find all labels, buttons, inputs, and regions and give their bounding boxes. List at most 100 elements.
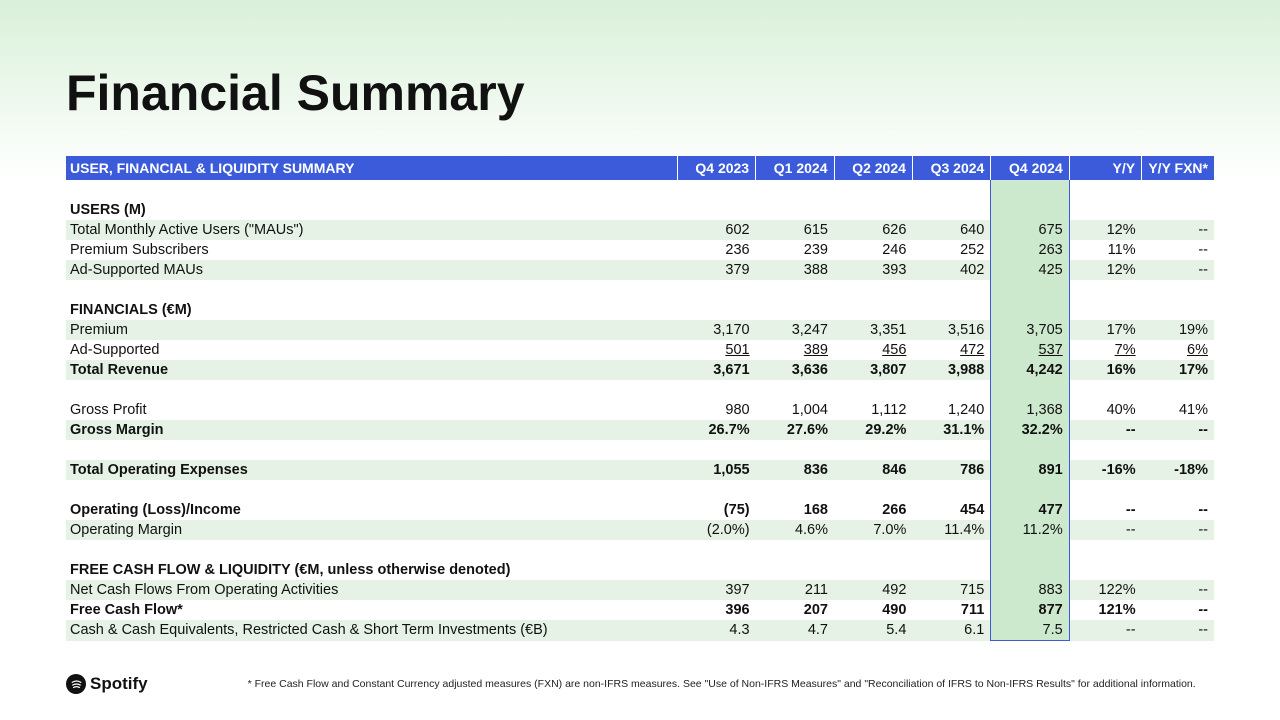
cell: 16% [1069, 360, 1141, 380]
table-row [66, 280, 1214, 300]
cell: 3,516 [912, 320, 990, 340]
cell: 396 [677, 600, 755, 620]
cell: 6% [1142, 340, 1214, 360]
cell [834, 380, 912, 400]
cell: -- [1142, 580, 1214, 600]
table-row: Total Monthly Active Users ("MAUs")60261… [66, 220, 1214, 240]
cell: 4.3 [677, 620, 755, 641]
cell [677, 560, 755, 580]
cell [756, 200, 834, 220]
cell: 397 [677, 580, 755, 600]
row-label: Net Cash Flows From Operating Activities [66, 580, 677, 600]
col-q4-2024: Q4 2024 [991, 156, 1069, 180]
cell: 836 [756, 460, 834, 480]
cell: 211 [756, 580, 834, 600]
cell: 490 [834, 600, 912, 620]
cell: -16% [1069, 460, 1141, 480]
cell [756, 480, 834, 500]
cell: 846 [834, 460, 912, 480]
header-main: USER, FINANCIAL & LIQUIDITY SUMMARY [66, 156, 677, 180]
footer: Spotify * Free Cash Flow and Constant Cu… [66, 674, 1240, 694]
cell: -18% [1142, 460, 1214, 480]
cell: 4.6% [756, 520, 834, 540]
cell: -- [1069, 520, 1141, 540]
cell: 477 [991, 500, 1069, 520]
cell [1069, 540, 1141, 560]
cell: 239 [756, 240, 834, 260]
financial-table: USER, FINANCIAL & LIQUIDITY SUMMARY Q4 2… [66, 156, 1214, 641]
cell: 40% [1069, 400, 1141, 420]
row-label: Ad-Supported MAUs [66, 260, 677, 280]
cell [756, 440, 834, 460]
cell [756, 280, 834, 300]
table-row: Free Cash Flow*396207490711877121%-- [66, 600, 1214, 620]
cell [756, 560, 834, 580]
cell: 168 [756, 500, 834, 520]
table-row: Premium3,1703,2473,3513,5163,70517%19% [66, 320, 1214, 340]
cell: 640 [912, 220, 990, 240]
cell [912, 560, 990, 580]
cell: 4,242 [991, 360, 1069, 380]
cell [991, 380, 1069, 400]
row-label: Total Monthly Active Users ("MAUs") [66, 220, 677, 240]
row-label [66, 480, 677, 500]
col-q4-2023: Q4 2023 [677, 156, 755, 180]
cell [912, 380, 990, 400]
cell [1069, 560, 1141, 580]
cell: 1,368 [991, 400, 1069, 420]
cell: 19% [1142, 320, 1214, 340]
row-label: FINANCIALS (€M) [66, 300, 677, 320]
cell [677, 540, 755, 560]
table-row [66, 480, 1214, 500]
row-label: FREE CASH FLOW & LIQUIDITY (€M, unless o… [66, 560, 677, 580]
cell [756, 180, 834, 200]
cell: 379 [677, 260, 755, 280]
cell: 11% [1069, 240, 1141, 260]
cell: -- [1142, 240, 1214, 260]
table-row: Ad-Supported MAUs37938839340242512%-- [66, 260, 1214, 280]
cell [834, 280, 912, 300]
cell [756, 380, 834, 400]
cell: (2.0%) [677, 520, 755, 540]
cell: 17% [1142, 360, 1214, 380]
cell [1069, 440, 1141, 460]
cell: -- [1142, 500, 1214, 520]
spotify-logo: Spotify [66, 674, 148, 694]
cell: 715 [912, 580, 990, 600]
cell: 12% [1069, 220, 1141, 240]
cell: 7% [1069, 340, 1141, 360]
cell: 492 [834, 580, 912, 600]
table-row: Gross Margin26.7%27.6%29.2%31.1%32.2%---… [66, 420, 1214, 440]
cell [1142, 380, 1214, 400]
cell: 3,636 [756, 360, 834, 380]
cell: 266 [834, 500, 912, 520]
cell [991, 300, 1069, 320]
row-label [66, 380, 677, 400]
row-label: Total Operating Expenses [66, 460, 677, 480]
cell: -- [1142, 620, 1214, 641]
row-label: Premium Subscribers [66, 240, 677, 260]
cell [677, 300, 755, 320]
cell: 6.1 [912, 620, 990, 641]
table-row: Ad-Supported5013894564725377%6% [66, 340, 1214, 360]
cell: (75) [677, 500, 755, 520]
cell: 472 [912, 340, 990, 360]
cell [677, 200, 755, 220]
cell [991, 540, 1069, 560]
cell [756, 300, 834, 320]
cell: 1,004 [756, 400, 834, 420]
cell: 122% [1069, 580, 1141, 600]
cell [1142, 180, 1214, 200]
row-label: Operating (Loss)/Income [66, 500, 677, 520]
cell [912, 280, 990, 300]
row-label: Cash & Cash Equivalents, Restricted Cash… [66, 620, 677, 641]
cell [834, 440, 912, 460]
cell: -- [1142, 520, 1214, 540]
row-label: Gross Margin [66, 420, 677, 440]
table-row: USERS (M) [66, 200, 1214, 220]
cell [1069, 480, 1141, 500]
cell [912, 540, 990, 560]
cell [1069, 300, 1141, 320]
cell: 877 [991, 600, 1069, 620]
col-yy: Y/Y [1069, 156, 1141, 180]
